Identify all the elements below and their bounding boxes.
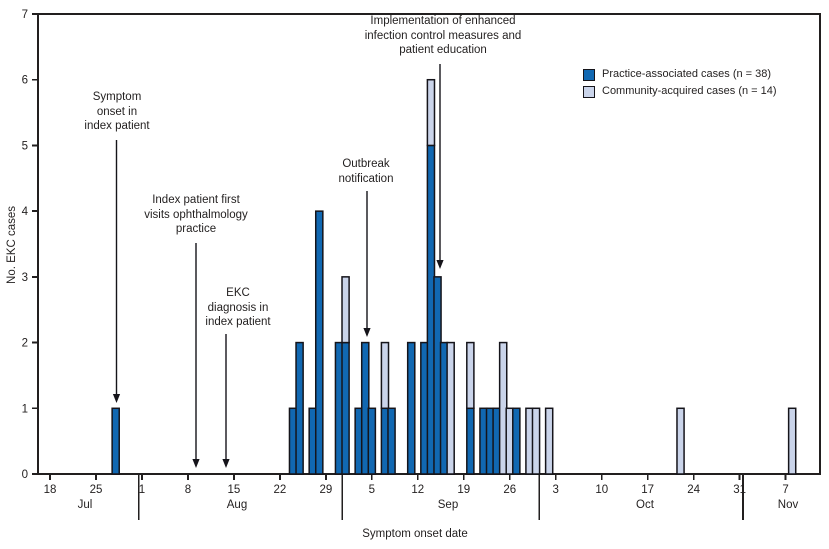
legend: Practice-associated cases (n = 38) Commu… — [583, 66, 777, 100]
bar-segment-practice — [367, 407, 377, 475]
bar-segment-community — [380, 341, 390, 410]
y-tick-label: 3 — [22, 272, 28, 284]
bar-segment-community — [676, 407, 685, 475]
bar-segment-practice — [111, 407, 120, 475]
annotation-line: EKC — [226, 287, 250, 299]
y-tick-label: 6 — [22, 75, 28, 87]
annotation-symptom-onset: Symptom onset in index patient — [0, 90, 237, 134]
bar-segment-practice — [295, 341, 304, 475]
community-cases-swatch — [583, 85, 595, 98]
arrow-head — [222, 459, 230, 468]
practice-cases-swatch — [583, 68, 595, 81]
y-tick-label: 4 — [22, 206, 29, 218]
annotation-implementation-arrow — [436, 64, 444, 269]
y-tick-label: 2 — [22, 338, 28, 350]
arrow-head — [436, 260, 444, 269]
bar-segment-practice — [387, 407, 396, 475]
annotation-implementation: Implementation of enhanced infection cont… — [323, 14, 563, 58]
month-label: Jul — [78, 499, 93, 511]
bar-segment-practice — [341, 341, 350, 475]
legend-label-practice: Practice-associated cases (n = 38) — [602, 68, 772, 80]
arrow-head — [192, 459, 200, 468]
bar-segment-community — [341, 276, 350, 344]
x-tick-label: 1 — [139, 484, 145, 496]
bars — [111, 78, 797, 475]
bar-segment-practice — [466, 407, 475, 475]
annotation-line: infection control measures and — [364, 29, 522, 42]
month-label: Nov — [778, 499, 799, 511]
y-tick-label: 0 — [22, 469, 28, 481]
x-tick-label: 3 — [553, 484, 559, 496]
annotation-line: index patient — [205, 316, 271, 328]
bar-segment-community — [426, 78, 436, 147]
annotation-line: onset in — [96, 105, 138, 118]
x-tick-label: 5 — [369, 484, 375, 496]
x-tick-label: 19 — [457, 484, 470, 496]
annotation-line: patient education — [399, 44, 487, 56]
x-tick-label: 15 — [228, 484, 241, 496]
x-tick-label: 26 — [503, 484, 516, 496]
annotation-ekc-diagnosis: EKC diagnosis in index patient — [118, 286, 358, 330]
x-tick-label: 10 — [595, 484, 608, 496]
x-tick-label: 18 — [44, 484, 57, 496]
month-label: Oct — [636, 499, 655, 511]
x-tick-label: 29 — [319, 484, 332, 496]
arrow-head — [112, 394, 121, 403]
x-tick-label: 12 — [411, 484, 424, 496]
annotation-line: index patient — [84, 120, 150, 132]
annotation-outbreak-notification: Outbreak notification — [246, 157, 486, 186]
annotation-line: visits ophthalmology — [144, 208, 248, 221]
x-tick-label: 7 — [782, 484, 788, 496]
bar-segment-practice — [314, 210, 324, 475]
annotation-line: Index patient first — [152, 194, 240, 206]
annotation-ekc-diagnosis-arrow — [222, 334, 230, 468]
legend-label-community: Community-acquired cases (n = 14) — [602, 85, 777, 97]
bar-segment-community — [787, 407, 797, 475]
x-tick-label: 24 — [687, 484, 700, 496]
annotation-first-visit: Index patient first visits ophthalmology p… — [76, 193, 316, 237]
annotation-line: practice — [175, 223, 217, 235]
annotation-first-visit-arrow — [192, 243, 200, 468]
x-tick-label: 31 — [733, 484, 746, 496]
x-tick-label: 22 — [273, 484, 286, 496]
month-label: Sep — [438, 499, 458, 511]
month-label: Aug — [227, 499, 247, 511]
y-axis-title: No. EKC cases — [6, 206, 18, 284]
legend-item-community: Community-acquired cases (n = 14) — [583, 83, 777, 100]
annotation-symptom-onset-arrow — [112, 140, 121, 403]
y-tick-label: 7 — [22, 9, 28, 21]
y-tick-label: 5 — [22, 140, 28, 152]
x-tick-label: 17 — [641, 484, 654, 496]
annotation-outbreak-notification-arrow — [363, 191, 371, 337]
x-tick-label: 25 — [90, 484, 103, 496]
bar-segment-community — [531, 407, 541, 475]
annotation-line: Implementation of enhanced — [370, 15, 516, 27]
annotation-line: notification — [338, 172, 394, 185]
bar-segment-community — [544, 407, 554, 475]
x-tick-label: 8 — [185, 484, 191, 496]
bar-segment-practice — [406, 341, 416, 475]
x-axis-title: Symptom onset date — [362, 528, 468, 540]
annotation-line: diagnosis in — [207, 301, 269, 314]
bar-segment-community — [446, 341, 455, 475]
bar-segment-practice — [512, 407, 521, 475]
arrow-head — [363, 328, 371, 337]
annotation-line: Symptom — [92, 91, 142, 103]
y-tick-label: 1 — [22, 403, 28, 415]
legend-item-practice: Practice-associated cases (n = 38) — [583, 66, 777, 83]
bar-segment-community — [466, 341, 475, 410]
annotation-line: Outbreak — [342, 158, 390, 170]
